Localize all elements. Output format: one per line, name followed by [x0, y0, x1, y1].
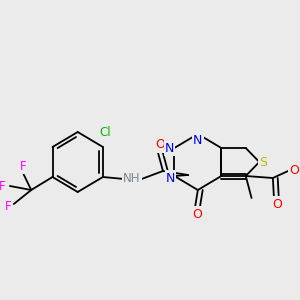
Text: O: O: [192, 208, 202, 220]
Text: N: N: [166, 172, 175, 184]
Text: S: S: [259, 155, 267, 169]
Text: NH: NH: [123, 172, 141, 185]
Text: Cl: Cl: [99, 127, 111, 140]
Text: F: F: [5, 200, 11, 212]
Text: F: F: [0, 179, 5, 193]
Text: O: O: [155, 139, 165, 152]
Text: O: O: [272, 197, 282, 211]
Text: N: N: [165, 142, 174, 154]
Text: O: O: [289, 164, 299, 176]
Text: N: N: [193, 134, 203, 146]
Text: F: F: [20, 160, 27, 172]
